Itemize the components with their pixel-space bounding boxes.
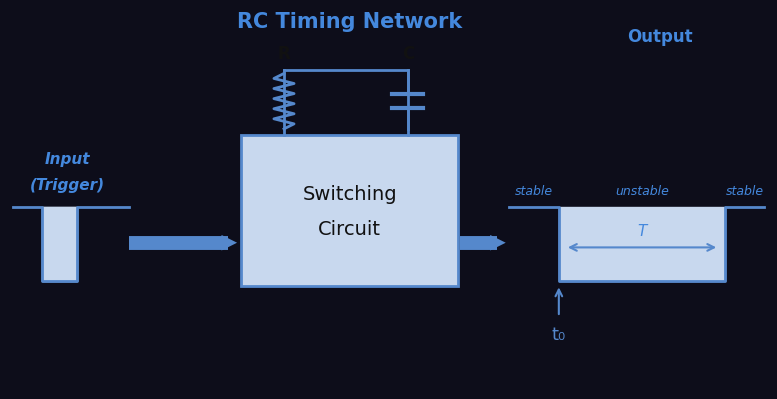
Text: R: R <box>277 45 291 63</box>
Text: C: C <box>402 45 414 63</box>
Text: stable: stable <box>726 185 764 198</box>
Text: T: T <box>637 224 646 239</box>
Text: unstable: unstable <box>615 185 669 198</box>
Text: Circuit: Circuit <box>319 220 382 239</box>
Text: Input: Input <box>44 152 90 167</box>
Polygon shape <box>559 207 725 281</box>
Text: t₀: t₀ <box>552 326 566 344</box>
Bar <box>242 135 458 286</box>
Text: Switching: Switching <box>302 185 397 204</box>
Text: RC Timing Network: RC Timing Network <box>237 12 462 32</box>
Polygon shape <box>42 207 77 281</box>
Text: Output: Output <box>627 28 692 46</box>
Polygon shape <box>42 207 77 281</box>
Text: (Trigger): (Trigger) <box>30 178 105 193</box>
Text: stable: stable <box>514 185 552 198</box>
